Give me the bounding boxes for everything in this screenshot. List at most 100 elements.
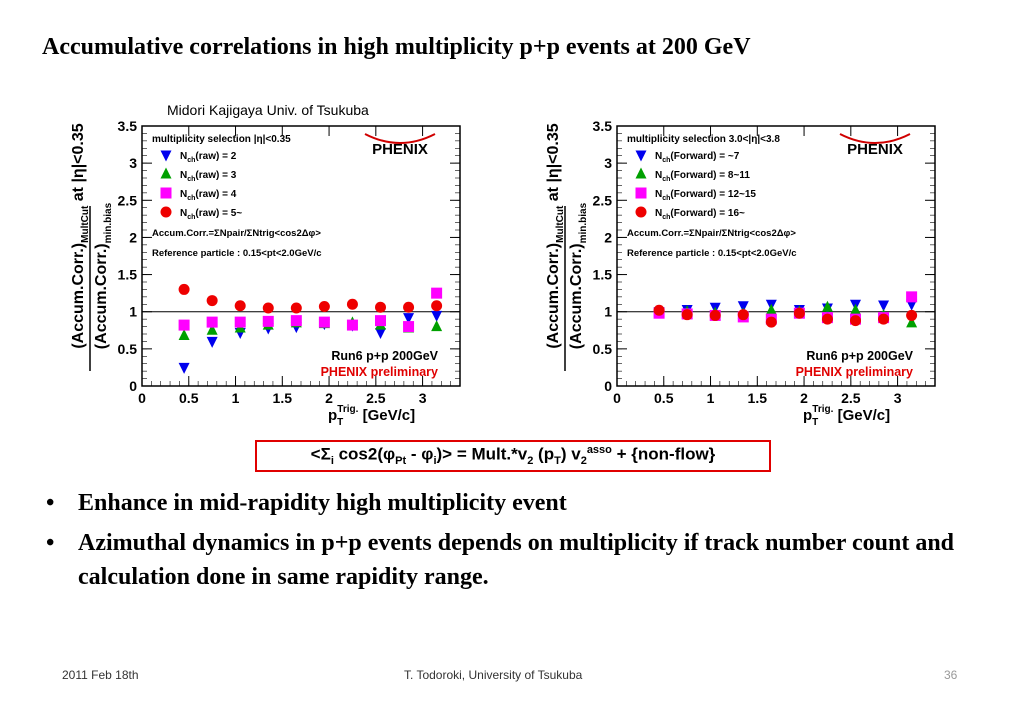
y-tick-label: 1 [129, 304, 137, 320]
data-point [821, 313, 833, 325]
data-point [765, 316, 777, 328]
data-point [403, 301, 415, 313]
data-point [346, 319, 358, 331]
x-tick-label: 0.5 [654, 390, 674, 406]
accum-definition: Accum.Corr.=ΣNpair/ΣNtrig<cos2Δφ> [627, 228, 796, 239]
y-tick-label: 2.5 [593, 192, 613, 208]
y-tick-label: 1.5 [118, 267, 138, 283]
y-axis-label: (Accum.Corr.)MultCut at |η|<0.35(Accum.C… [545, 123, 589, 371]
data-point [431, 300, 443, 312]
selection-label: multiplicity selection |η|<0.35 [152, 134, 291, 145]
x-tick-label: 2 [800, 390, 808, 406]
y-tick-label: 3 [604, 155, 612, 171]
data-point [206, 316, 218, 328]
data-point [653, 304, 665, 316]
phenix-logo: PHENIX [839, 133, 911, 158]
data-point [906, 309, 918, 321]
data-point [178, 362, 190, 374]
phenix-logo-text: PHENIX [847, 141, 903, 158]
legend-entry: Nch(Forward) = 12~15 [655, 189, 756, 202]
x-tick-label: 1 [232, 390, 240, 406]
bullet-item: Azimuthal dynamics in p+p events depends… [42, 526, 992, 594]
legend-entry: Nch(raw) = 4 [180, 189, 237, 202]
data-point [878, 313, 890, 325]
chart-mid-rapidity: 0 0.5 1 1.5 2 2.5 3 3.5 0 0.5 1 1.5 2 2.5 3 (Accum.Corr… [70, 118, 461, 428]
data-point [206, 323, 218, 335]
x-tick-label: 1 [707, 390, 715, 406]
x-tick-label: 2.5 [366, 390, 386, 406]
data-point [709, 309, 721, 321]
data-point [403, 313, 415, 325]
y-tick-label: 0.5 [593, 341, 613, 357]
data-point [206, 295, 218, 307]
data-point [906, 291, 918, 303]
data-point [178, 328, 190, 340]
preliminary-label: PHENIX preliminary [796, 365, 913, 379]
author-credit: Midori Kajigaya Univ. of Tsukuba [167, 102, 369, 118]
y-tick-label: 0.5 [118, 341, 138, 357]
data-point [290, 302, 302, 314]
bullet-list: Enhance in mid-rapidity high multiplicit… [42, 486, 992, 600]
bullet-item: Enhance in mid-rapidity high multiplicit… [42, 486, 992, 520]
x-axis-label: pTTrig. [GeV/c] [803, 404, 890, 428]
data-point [765, 303, 777, 315]
accum-definition: Accum.Corr.=ΣNpair/ΣNtrig<cos2Δφ> [152, 228, 321, 239]
x-tick-label: 0 [613, 390, 621, 406]
chart-forward-rapidity: 0 0.5 1 1.5 2 2.5 3 3.5 0 0.5 1 1.5 2 2.5 3 (Accum.Corr… [545, 118, 936, 428]
footer-author: T. Todoroki, University of Tsukuba [404, 668, 583, 682]
data-point [906, 316, 918, 328]
phenix-logo: PHENIX [364, 133, 436, 158]
y-tick-label: 0 [129, 378, 137, 394]
x-tick-label: 1.5 [273, 390, 293, 406]
y-label-denominator: (Accum.Corr.)min.bias [568, 202, 589, 349]
data-point [737, 309, 749, 321]
y-tick-label: 1.5 [593, 267, 613, 283]
y-label-numerator: (Accum.Corr.)MultCut at |η|<0.35 [70, 123, 91, 348]
phenix-logo-arc [839, 133, 911, 144]
data-point [234, 300, 246, 312]
data-point [431, 310, 443, 322]
legend-marker [160, 167, 172, 179]
legend-entry: Nch(Forward) = ~7 [655, 151, 740, 164]
data-point [262, 302, 274, 314]
y-tick-label: 3 [129, 155, 137, 171]
legend-marker [160, 206, 172, 218]
data-point [206, 336, 218, 348]
data-point [346, 298, 358, 310]
x-tick-label: 3 [894, 390, 902, 406]
reference-particle: Reference particle : 0.15<pt<2.0GeV/c [627, 248, 797, 259]
phenix-logo-arc [364, 133, 436, 144]
data-point [850, 315, 861, 327]
legend-entry: Nch(raw) = 5~ [180, 208, 242, 221]
legend-marker [160, 150, 172, 162]
x-tick-label: 0.5 [179, 390, 199, 406]
run-label: Run6 p+p 200GeV [331, 349, 438, 363]
formula-text: <Σi cos2(φPt - φi)> = Mult.*v2 (pT) v2as… [310, 444, 716, 468]
data-point [821, 300, 833, 312]
y-tick-label: 3.5 [593, 118, 613, 134]
formula-box: <Σi cos2(φPt - φi)> = Mult.*v2 (pT) v2as… [255, 440, 771, 472]
selection-label: multiplicity selection 3.0<|η|<3.8 [627, 134, 780, 145]
x-tick-label: 2 [325, 390, 333, 406]
legend-entry: Nch(raw) = 2 [180, 151, 237, 164]
data-point [403, 321, 415, 333]
data-point [178, 283, 190, 295]
x-tick-label: 3 [419, 390, 427, 406]
data-point [318, 316, 330, 328]
legend-marker [635, 187, 647, 199]
data-point [262, 315, 274, 327]
x-axis-label: pTTrig. [GeV/c] [328, 404, 415, 428]
x-tick-label: 1.5 [748, 390, 768, 406]
preliminary-label: PHENIX preliminary [321, 365, 438, 379]
data-point [906, 299, 918, 311]
phenix-logo-text: PHENIX [372, 141, 428, 158]
run-label: Run6 p+p 200GeV [806, 349, 913, 363]
y-label-denominator: (Accum.Corr.)min.bias [93, 202, 114, 349]
data-point [793, 307, 805, 319]
data-point [178, 319, 190, 331]
y-tick-label: 1 [604, 304, 612, 320]
legend-entry: Nch(Forward) = 16~ [655, 208, 745, 221]
legend-marker [635, 167, 647, 179]
data-point [375, 301, 386, 313]
data-point [878, 300, 890, 312]
